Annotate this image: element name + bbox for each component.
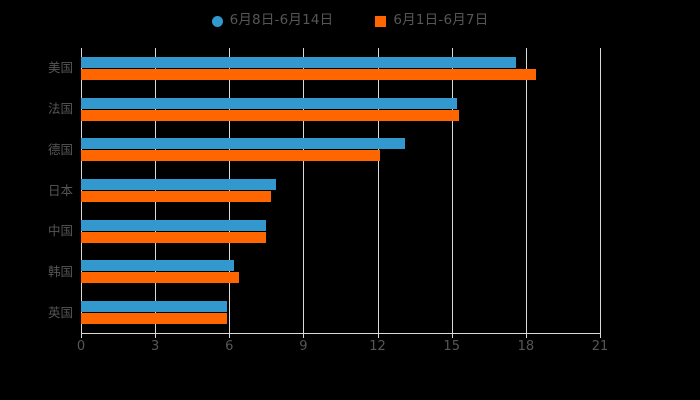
legend-label: 6月8日-6月14日: [229, 12, 334, 29]
x-tickmark-6: [229, 333, 231, 338]
plot-area: [81, 48, 600, 333]
category-label: 韩国: [47, 263, 73, 279]
bar[interactable]: [81, 313, 227, 325]
x-tick-label: 12: [369, 339, 386, 354]
category-label: 中国: [47, 223, 73, 239]
bar[interactable]: [81, 109, 460, 121]
x-tickmark-0: [81, 333, 82, 338]
bar[interactable]: [81, 219, 267, 231]
x-tick-label: 18: [517, 339, 535, 354]
x-tick-label: 6: [225, 339, 234, 354]
legend-item-1[interactable]: 6月1日-6月7日: [375, 14, 488, 28]
category-label: 英国: [47, 304, 73, 320]
gridline-6: [229, 48, 231, 333]
x-axis-tick-labels: 0 3 6 9 12 15 18 21: [0, 340, 700, 360]
x-tick-label: 3: [151, 339, 160, 354]
x-tickmark-21: [600, 333, 601, 338]
bar[interactable]: [81, 191, 272, 202]
category-label: 日本: [47, 182, 73, 198]
bar[interactable]: [81, 97, 457, 109]
category-label: 美国: [47, 60, 73, 76]
bar[interactable]: [81, 272, 240, 284]
gridline-3: [155, 48, 157, 333]
category-label: 德国: [47, 141, 73, 157]
gridline-21: [600, 48, 601, 333]
bar[interactable]: [81, 68, 536, 80]
category-label: 法国: [47, 101, 73, 117]
gridline-9: [303, 48, 305, 333]
gridline-12: [377, 48, 379, 333]
legend-item-0[interactable]: 6月8日-6月14日: [211, 12, 334, 29]
x-tickmark-3: [155, 333, 157, 338]
bar[interactable]: [81, 231, 267, 243]
chart-legend: 6月8日-6月14日 6月1日-6月7日: [0, 8, 700, 34]
x-tick-label: 15: [443, 339, 460, 354]
x-tickmark-18: [525, 333, 527, 338]
gridline-0: [81, 48, 82, 333]
gridline-18: [525, 48, 527, 333]
bar[interactable]: [81, 260, 235, 272]
legend-circle-marker-icon: [211, 15, 223, 27]
bar[interactable]: [81, 56, 516, 68]
bar[interactable]: [81, 150, 381, 162]
bar[interactable]: [81, 179, 277, 190]
gridline-15: [451, 48, 453, 333]
x-tick-label: 9: [299, 339, 308, 354]
bar[interactable]: [81, 301, 227, 313]
x-tickmark-9: [303, 333, 305, 338]
x-tickmark-15: [451, 333, 453, 338]
x-tickmark-12: [377, 333, 379, 338]
legend-label: 6月1日-6月7日: [393, 12, 489, 29]
legend-square-marker-icon: [375, 15, 387, 27]
x-tick-label: 21: [591, 339, 609, 354]
x-tick-label: 0: [76, 339, 86, 354]
x-axis-line: [81, 333, 601, 334]
bar[interactable]: [81, 138, 405, 150]
category-axis-labels: 美国法国德国日本中国韩国英国: [0, 48, 73, 333]
